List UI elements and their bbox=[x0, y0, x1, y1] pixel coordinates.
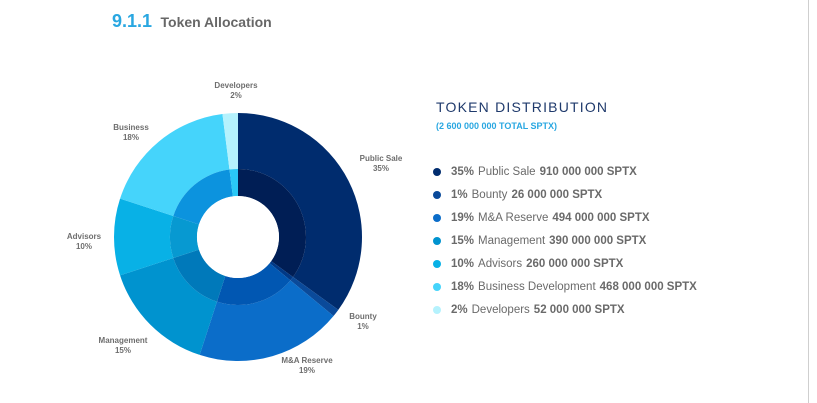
legend: 35% Public Sale 910 000 000 SPTX 1% Bounty 26… bbox=[433, 160, 697, 321]
slice-inner-developers bbox=[229, 169, 238, 197]
slice-developers bbox=[222, 113, 238, 170]
legend-dot bbox=[433, 282, 441, 291]
legend-name: Advisors bbox=[478, 257, 523, 270]
legend-amount: 260 000 000 SPTX bbox=[526, 257, 624, 270]
legend-item-manda-reserve: 19% M&A Reserve 494 000 000 SPTX bbox=[433, 206, 697, 229]
section-number: 9.1.1 bbox=[112, 11, 153, 31]
legend-amount: 52 000 000 SPTX bbox=[533, 303, 625, 316]
page-edge-rule bbox=[808, 0, 809, 403]
slice-inner-management bbox=[173, 249, 226, 302]
slice-public-sale bbox=[238, 113, 362, 310]
distribution-subtitle: (2 600 000 000 TOTAL SPTX) bbox=[436, 121, 558, 131]
legend-item-public-sale: 35% Public Sale 910 000 000 SPTX bbox=[433, 160, 697, 183]
distribution-title: TOKEN DISTRIBUTION bbox=[436, 99, 609, 115]
legend-amount: 26 000 000 SPTX bbox=[511, 188, 603, 201]
legend-name: Management bbox=[478, 234, 546, 247]
slice-inner-advisors bbox=[169, 215, 200, 259]
section-heading: 9.1.1 Token Allocation bbox=[112, 11, 272, 32]
legend-name: Developers bbox=[471, 303, 530, 316]
legend-item-advisors: 10% Advisors 260 000 000 SPTX bbox=[433, 252, 697, 275]
donut-chart: Public Sale 35% Bounty 1% M&A Reserve 19% Mana… bbox=[67, 81, 403, 375]
section-title: Token Allocation bbox=[160, 14, 272, 30]
legend-amount: 494 000 000 SPTX bbox=[552, 211, 650, 224]
legend-dot bbox=[433, 259, 441, 268]
slice-label-public-sale: Public Sale 35% bbox=[360, 154, 403, 173]
legend-name: Public Sale bbox=[478, 165, 536, 178]
slice-advisors bbox=[114, 198, 174, 276]
legend-name: Business Development bbox=[478, 280, 596, 293]
slice-inner-manda-reserve bbox=[216, 263, 291, 305]
slice-label-bounty: Bounty 1% bbox=[349, 312, 377, 331]
legend-name: Bounty bbox=[471, 188, 508, 201]
legend-percent: 2% bbox=[451, 303, 468, 316]
legend-item-business-development: 18% Business Development 468 000 000 SPTX bbox=[433, 275, 697, 298]
legend-percent: 15% bbox=[451, 234, 475, 247]
legend-dot bbox=[433, 213, 441, 222]
slice-inner-business bbox=[173, 169, 233, 225]
legend-amount: 390 000 000 SPTX bbox=[549, 234, 647, 247]
legend-dot bbox=[433, 167, 441, 176]
legend-amount: 468 000 000 SPTX bbox=[599, 280, 697, 293]
slice-manda-reserve bbox=[199, 280, 334, 361]
slice-label-business: Business 18% bbox=[113, 123, 149, 142]
slice-label-developers: Developers 2% bbox=[214, 81, 258, 100]
legend-amount: 910 000 000 SPTX bbox=[539, 165, 637, 178]
slice-label-manda-reserve: M&A Reserve 19% bbox=[281, 356, 333, 375]
legend-dot bbox=[433, 236, 441, 245]
slice-label-management: Management 15% bbox=[99, 336, 148, 355]
legend-item-management: 15% Management 390 000 000 SPTX bbox=[433, 229, 697, 252]
slice-inner-public-sale bbox=[238, 169, 306, 277]
legend-percent: 10% bbox=[451, 257, 475, 270]
slice-label-advisors: Advisors 10% bbox=[67, 232, 102, 251]
legend-dot bbox=[433, 305, 441, 314]
legend-percent: 1% bbox=[451, 188, 468, 201]
legend-percent: 35% bbox=[451, 165, 475, 178]
legend-name: M&A Reserve bbox=[478, 211, 549, 224]
legend-percent: 18% bbox=[451, 280, 475, 293]
legend-percent: 19% bbox=[451, 211, 475, 224]
slice-business bbox=[120, 113, 230, 216]
legend-dot bbox=[433, 190, 441, 199]
legend-item-developers: 2% Developers 52 000 000 SPTX bbox=[433, 298, 697, 321]
legend-item-bounty: 1% Bounty 26 000 000 SPTX bbox=[433, 183, 697, 206]
slice-bounty bbox=[290, 276, 339, 317]
slice-inner-bounty bbox=[269, 261, 294, 281]
slice-management bbox=[120, 258, 217, 355]
donut-hole bbox=[197, 196, 279, 278]
